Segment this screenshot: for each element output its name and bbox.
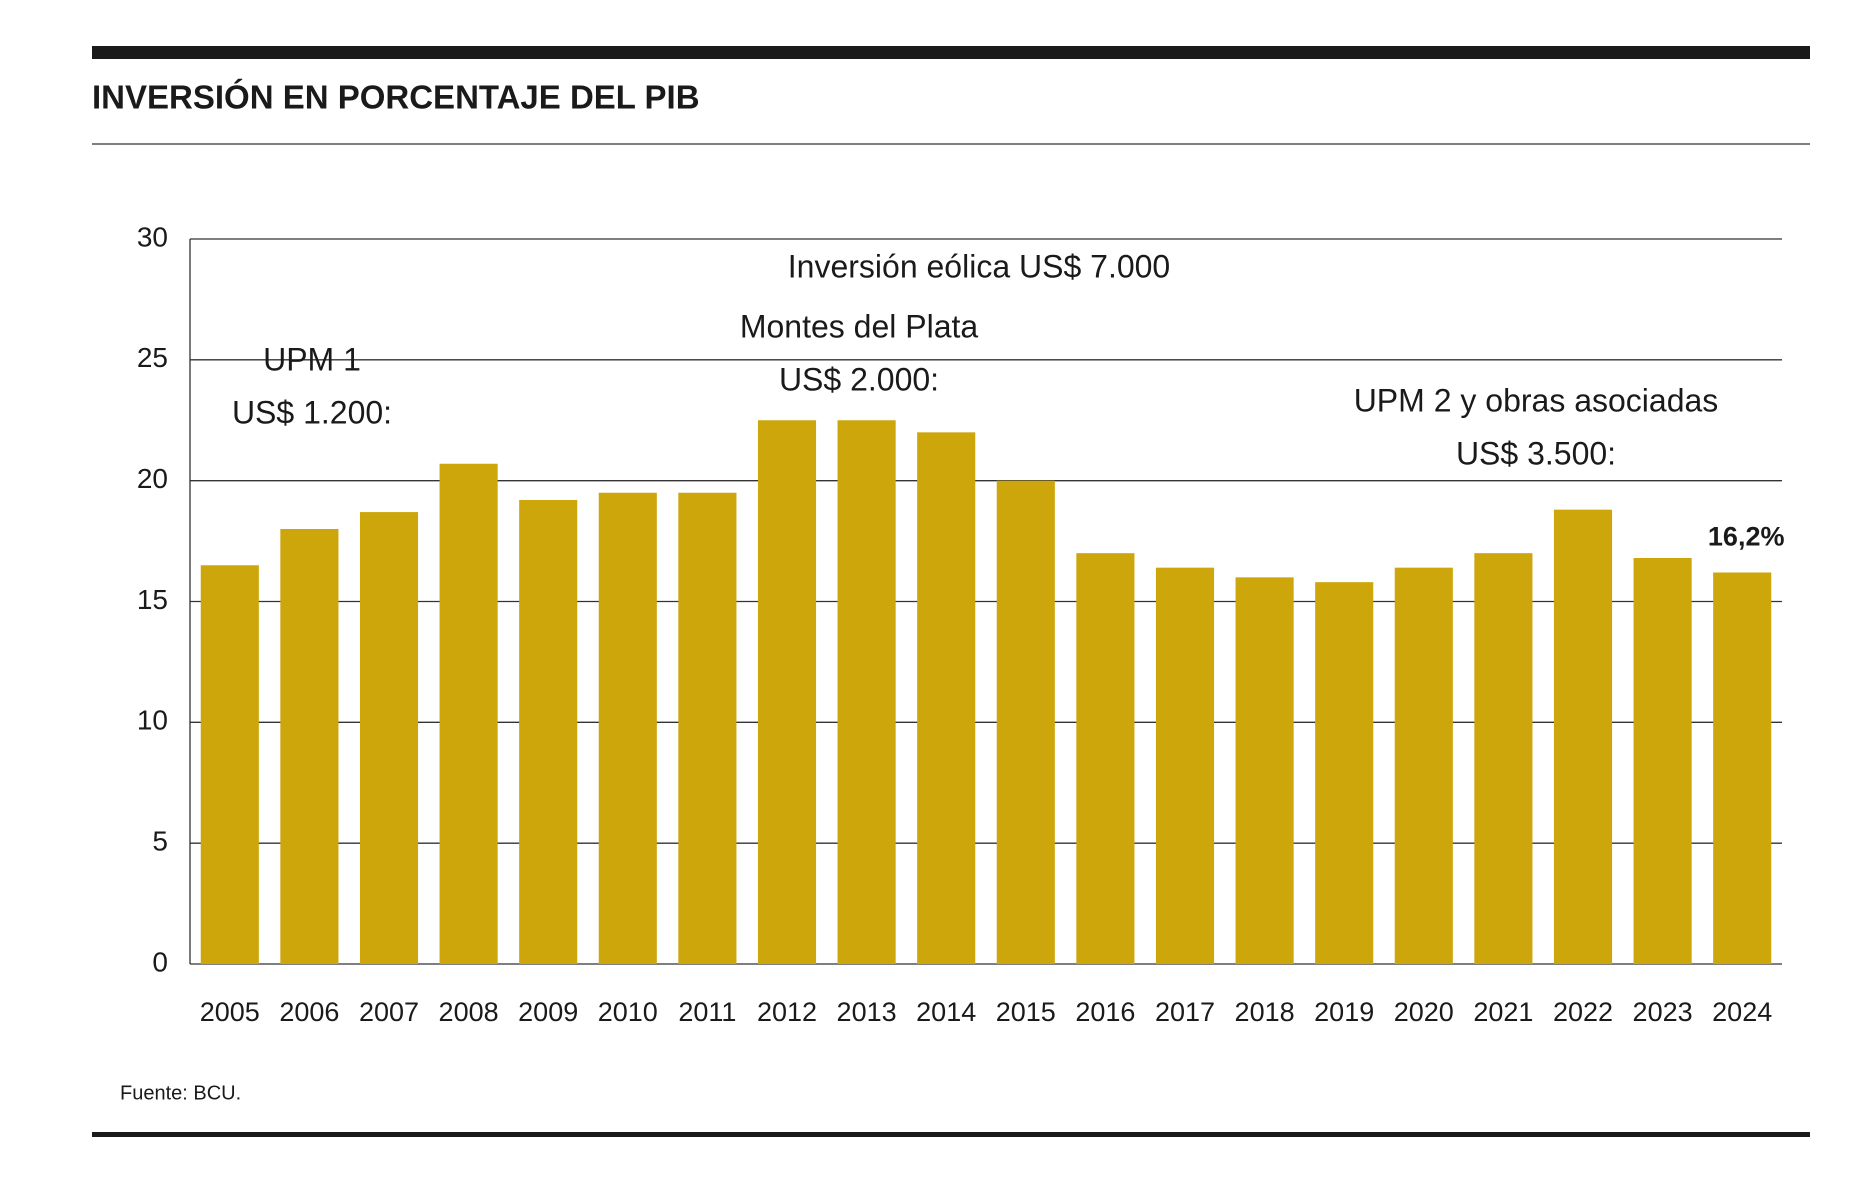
x-tick-label: 2021 [1473, 997, 1533, 1027]
value-label: 16,2% [1708, 522, 1785, 552]
y-tick-label: 25 [137, 342, 168, 373]
x-tick-label: 2020 [1394, 997, 1454, 1027]
bar [1315, 582, 1374, 964]
annotation: US$ 2.000: [779, 361, 939, 397]
annotation: US$ 1.200: [232, 394, 392, 430]
annotation: Montes del Plata [740, 308, 979, 344]
x-tick-label: 2023 [1633, 997, 1693, 1027]
x-tick-label: 2018 [1235, 997, 1295, 1027]
bar [678, 492, 737, 964]
annotation: UPM 1 [263, 341, 361, 377]
x-tick-label: 2011 [678, 997, 736, 1027]
x-tick-label: 2007 [359, 997, 419, 1027]
x-tick-label: 2024 [1712, 997, 1772, 1027]
y-tick-label: 10 [137, 705, 168, 736]
x-tick-label: 2019 [1314, 997, 1374, 1027]
x-tick-label: 2006 [279, 997, 339, 1027]
bar [1553, 509, 1613, 964]
bottom-rule [92, 1132, 1810, 1137]
bar [1076, 553, 1135, 964]
x-tick-label: 2016 [1075, 997, 1135, 1027]
source: Fuente: BCU. [120, 1082, 241, 1104]
bar [359, 512, 419, 964]
bar [996, 480, 1055, 964]
annotation: Inversión eólica US$ 7.000 [788, 248, 1170, 284]
bar [200, 565, 259, 964]
x-tick-label: 2005 [200, 997, 260, 1027]
bar [1713, 572, 1772, 964]
annotation: US$ 3.500: [1456, 435, 1616, 471]
bar [757, 420, 817, 964]
bar [1235, 577, 1294, 964]
y-tick-label: 15 [137, 584, 168, 615]
y-tick-label: 5 [152, 826, 168, 857]
bar [1155, 567, 1215, 964]
x-tick-label: 2022 [1553, 997, 1613, 1027]
bar [280, 529, 339, 964]
y-tick-label: 20 [137, 463, 168, 494]
annotation: UPM 2 y obras asociadas [1354, 382, 1719, 418]
top-rule [92, 46, 1810, 59]
x-tick-label: 2014 [916, 997, 976, 1027]
x-tick-label: 2015 [996, 997, 1056, 1027]
x-tick-label: 2009 [518, 997, 578, 1027]
bar [598, 492, 657, 964]
bar [1474, 553, 1533, 964]
x-tick-label: 2008 [439, 997, 499, 1027]
bar [1633, 558, 1692, 964]
bar [519, 500, 578, 964]
x-tick-label: 2010 [598, 997, 658, 1027]
chart-title: INVERSIÓN EN PORCENTAJE DEL PIB [92, 79, 700, 116]
x-tick-label: 2013 [837, 997, 897, 1027]
x-tick-label: 2017 [1155, 997, 1215, 1027]
bar [439, 463, 498, 964]
bar [1394, 567, 1453, 964]
bar [837, 420, 896, 964]
x-tick-label: 2012 [757, 997, 817, 1027]
y-tick-label: 0 [152, 946, 168, 977]
y-tick-label: 30 [137, 221, 168, 252]
bar [917, 432, 976, 964]
